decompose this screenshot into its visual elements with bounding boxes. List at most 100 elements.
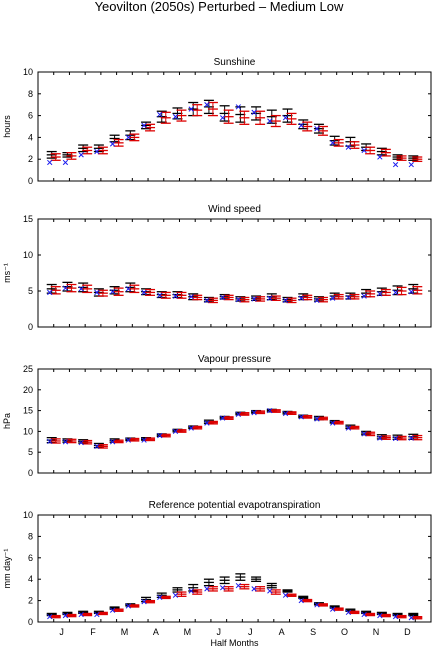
perturbed-marker-stroke [204,420,210,426]
y-tick-label: 25 [23,364,33,374]
plot-frame [37,71,432,182]
perturbed-marker [408,289,414,295]
perturbed-marker [204,102,210,108]
perturbed-marker-stroke [408,435,414,441]
perturbed-marker [47,613,53,620]
perturbed-marker [314,126,320,132]
baseline-errorbar [82,612,93,617]
perturbed-marker-stroke [141,289,147,296]
perturbed-marker [267,295,273,301]
perturbed-marker [188,106,194,112]
baseline-errorbar [66,438,77,444]
perturbed-marker-stroke [219,115,226,121]
y-tick-label: 10 [23,67,33,77]
baseline-errorbar [82,439,93,445]
y-axis-label: hPa [2,413,12,429]
baseline-errorbar [239,110,250,125]
perturbed-marker-stroke [392,613,399,620]
perturbed-marker [235,296,242,303]
baseline-errorbar [207,420,218,425]
baseline-errorbar [317,296,328,303]
perturbed-marker [408,615,414,621]
y-tick-label: 20 [23,385,33,395]
x-tick-label: O [341,627,348,637]
baseline-errorbar [255,296,266,302]
baseline-errorbar [192,425,203,430]
baseline-errorbar [129,133,140,142]
baseline-errorbar [317,125,328,136]
perturbed-marker-stroke [392,161,399,168]
perturbed-marker [361,431,367,437]
baseline-errorbar [349,293,360,300]
perturbed-marker-stroke [282,410,289,417]
y-tick-label: 10 [23,250,33,260]
baseline-errorbar [333,420,344,425]
baseline-errorbar [160,595,171,600]
perturbed-marker [235,411,242,417]
perturbed-marker-stroke [125,437,131,443]
perturbed-marker-stroke [47,438,53,445]
perturbed-marker [219,585,226,591]
perturbed-marker [392,289,399,296]
perturbed-marker [314,416,320,422]
baseline-errorbar [286,297,297,304]
baseline-errorbar [176,429,187,433]
perturbed-marker [267,407,273,414]
perturbed-marker-stroke [62,612,69,619]
perturbed-marker [219,294,226,301]
x-tick-label: S [310,627,316,637]
perturbed-marker-stroke [62,159,69,166]
perturbed-marker [377,435,383,441]
baseline-errorbar [50,153,61,161]
observed-errorbar [78,144,89,153]
y-tick-label: 0 [28,322,33,332]
perturbed-marker [235,104,242,110]
baseline-errorbar [239,296,250,303]
observed-errorbar [203,578,214,587]
baseline-errorbar [113,439,124,444]
baseline-errorbar [50,438,61,444]
perturbed-marker [345,425,352,431]
baseline-errorbar [365,612,376,617]
baseline-errorbar [270,409,281,413]
baseline-errorbar [255,586,266,592]
perturbed-marker-stroke [94,289,100,296]
baseline-errorbar [207,297,218,304]
perturbed-marker-stroke [251,410,257,416]
perturbed-marker-stroke [141,599,147,605]
observed-errorbar [219,105,230,122]
perturbed-marker-stroke [235,411,242,417]
perturbed-marker [78,286,84,292]
perturbed-marker [141,122,147,129]
perturbed-marker-stroke [188,588,194,594]
baseline-errorbar [97,444,108,449]
baseline-errorbar [145,437,156,442]
perturbed-marker-stroke [235,296,242,303]
perturbed-marker-stroke [361,293,367,299]
baseline-errorbar [223,109,234,124]
perturbed-marker [392,435,399,442]
perturbed-marker [62,439,69,445]
perturbed-marker-stroke [408,161,414,168]
perturbed-marker-stroke [377,612,383,619]
perturbed-marker-stroke [330,140,336,146]
perturbed-marker-stroke [47,159,53,166]
perturbed-marker-stroke [345,609,352,616]
baseline-errorbar [129,604,140,608]
perturbed-marker-stroke [204,297,210,304]
perturbed-marker [330,606,336,612]
perturbed-marker [361,611,367,618]
perturbed-marker [251,586,257,592]
perturbed-marker [157,292,163,298]
baseline-errorbar [223,294,234,301]
x-axis-label: Half Months [210,638,259,647]
perturbed-marker [188,425,194,431]
perturbed-marker [157,432,163,439]
perturbed-marker-stroke [47,613,53,620]
baseline-errorbar [365,146,376,155]
perturbed-marker-stroke [282,592,289,598]
baseline-errorbar [113,608,124,612]
x-tick-label: J [248,627,253,637]
baseline-errorbar [396,286,407,296]
y-tick-label: 15 [23,214,33,224]
